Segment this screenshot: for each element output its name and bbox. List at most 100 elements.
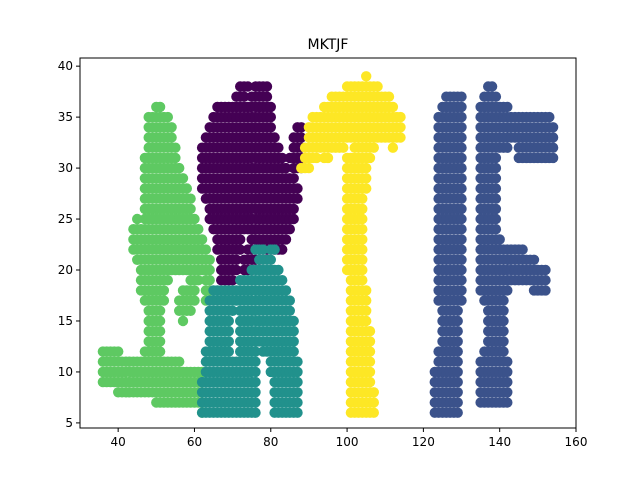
data-point [185,203,196,215]
data-point [456,132,467,143]
data-point [166,132,177,143]
data-point [250,356,261,367]
data-point [490,213,502,225]
data-point [361,305,372,316]
data-point [177,315,189,327]
y-tick-label: 25 [58,212,73,226]
data-point [231,254,242,265]
data-point [456,122,467,133]
data-point [540,264,551,276]
data-point [273,264,284,276]
data-point [486,81,498,92]
data-point [490,193,502,204]
data-point [383,91,395,102]
data-point [288,173,299,184]
data-point [292,376,303,388]
data-point [547,142,559,153]
data-point [452,376,463,388]
data-point [498,336,509,347]
data-point [364,152,376,164]
data-point [265,122,276,133]
data-point [170,142,181,153]
data-point [231,264,242,276]
series-2 [196,244,303,418]
data-point [158,285,170,296]
data-point [227,305,238,316]
data-point [387,101,399,113]
x-tick-label: 40 [111,435,126,449]
data-point [185,193,196,204]
data-point [265,254,276,265]
data-point [193,275,204,286]
data-point [498,305,509,316]
data-point [154,326,166,337]
data-point [162,111,173,123]
data-point [395,111,406,123]
data-point [490,152,502,164]
data-point [288,346,299,357]
y-tick-label: 35 [58,110,73,124]
y-tick-label: 15 [58,314,73,328]
x-tick-label: 160 [565,435,588,449]
data-point [322,152,334,164]
data-point [257,244,269,255]
data-point [498,315,509,327]
data-point [261,81,273,92]
data-point [238,91,250,102]
data-point [452,326,463,337]
data-point [452,387,463,398]
data-point [456,152,467,164]
data-point [452,366,463,378]
data-point [364,366,376,378]
data-point [296,122,307,133]
y-axis: 5 10 15 20 25 30 35 40 [58,59,80,430]
data-point [288,315,299,327]
data-point [368,387,379,398]
x-tick-label: 100 [336,435,359,449]
data-point [368,407,379,418]
data-point [547,152,559,164]
data-point [265,101,276,113]
y-tick-label: 5 [65,416,73,430]
data-point [223,336,234,347]
data-point [502,387,513,398]
data-point [250,397,261,408]
data-point [490,173,502,184]
series-3 [296,71,406,418]
data-point [284,295,295,306]
x-tick-label: 120 [412,435,435,449]
data-point [502,356,513,367]
data-point [154,346,166,357]
data-point [357,213,368,225]
data-point [456,142,467,153]
y-tick-label: 10 [58,365,73,379]
data-point [456,244,467,255]
data-point [456,254,467,265]
data-point [242,81,254,92]
data-point [158,295,170,306]
data-point [261,91,273,102]
data-point [288,326,299,337]
data-point [338,142,349,153]
data-point [170,152,181,164]
data-point [361,173,372,184]
data-point [361,285,372,296]
data-point [452,315,463,327]
data-point [456,285,467,296]
data-point [113,346,124,357]
data-point [277,275,288,286]
data-point [357,254,368,265]
data-point [456,224,467,235]
data-point [544,111,555,123]
data-point [277,152,288,164]
data-point [490,203,502,215]
data-point [280,162,292,174]
data-point [166,122,177,133]
data-point [177,173,189,184]
data-point [540,275,551,286]
data-point [452,397,463,408]
data-point [528,254,540,265]
data-point [498,295,509,306]
y-tick-label: 20 [58,263,73,277]
